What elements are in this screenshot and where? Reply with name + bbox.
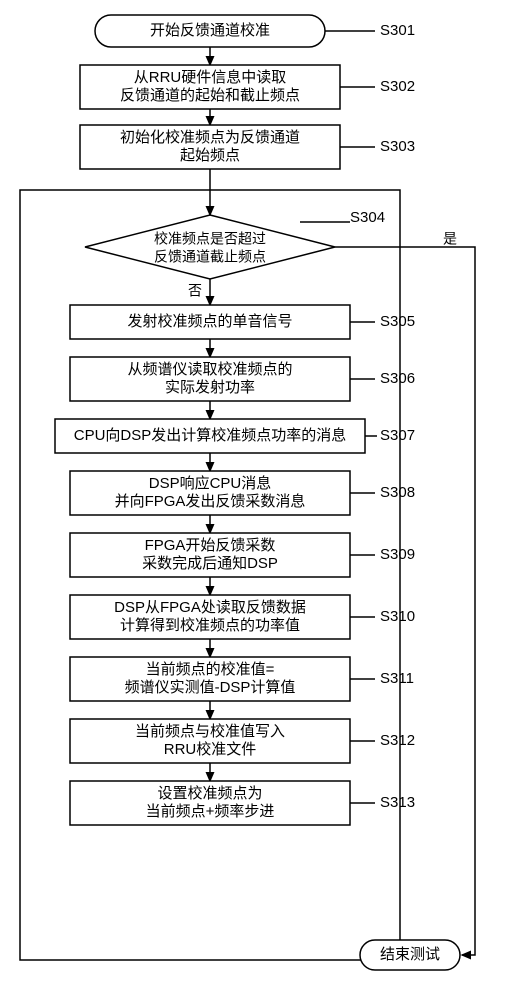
s304-yes-label: 是 [443, 231, 457, 247]
s308-tag: S308 [380, 484, 415, 501]
s304-diamond [85, 215, 335, 279]
s305-tag: S305 [380, 313, 415, 330]
s306-line2: 实际发射功率 [165, 379, 255, 396]
s304-tag: S304 [350, 209, 385, 226]
s303-line2: 起始频点 [180, 147, 240, 164]
s312-tag: S312 [380, 732, 415, 749]
start-label: 开始反馈通道校准 [150, 22, 270, 39]
s302-line2: 反馈通道的起始和截止频点 [120, 87, 300, 104]
s303-line1: 初始化校准频点为反馈通道 [120, 129, 300, 146]
arrow-yes-to-end [335, 247, 475, 955]
s304-line2: 反馈通道截止频点 [154, 249, 266, 265]
s313-tag: S313 [380, 794, 415, 811]
s303-tag: S303 [380, 138, 415, 155]
s310-line2: 计算得到校准频点的功率值 [120, 616, 300, 634]
s304-no-label: 否 [188, 283, 202, 299]
s309-line1: FPGA开始反馈采数 [145, 537, 276, 554]
s310-line1: DSP从FPGA处读取反馈数据 [114, 599, 306, 616]
s311-line1: 当前频点的校准值= [146, 661, 275, 678]
s312-line2: RRU校准文件 [164, 741, 257, 758]
s313-line1: 设置校准频点为 [157, 785, 262, 802]
s309-line2: 采数完成后通知DSP [142, 555, 278, 572]
s312-line1: 当前频点与校准值写入 [135, 723, 285, 740]
s308-line2: 并向FPGA发出反馈采数消息 [115, 493, 306, 510]
s308-line1: DSP响应CPU消息 [149, 474, 272, 492]
s306-tag: S306 [380, 370, 415, 387]
s307-label: CPU向DSP发出计算校准频点功率的消息 [74, 426, 347, 444]
s305-label: 发射校准频点的单音信号 [127, 313, 292, 330]
s302-tag: S302 [380, 78, 415, 95]
s307-tag: S307 [380, 427, 415, 444]
s306-line1: 从频谱仪读取校准频点的 [127, 361, 292, 378]
s311-tag: S311 [380, 670, 414, 687]
s302-line1: 从RRU硬件信息中读取 [134, 69, 287, 86]
end-label: 结束测试 [380, 946, 440, 963]
s304-line1: 校准频点是否超过 [154, 231, 266, 247]
s313-line2: 当前频点+频率步进 [146, 803, 275, 820]
s311-line2: 频谱仪实测值-DSP计算值 [125, 678, 296, 696]
s301-tag: S301 [380, 22, 415, 39]
s309-tag: S309 [380, 546, 415, 563]
s310-tag: S310 [380, 608, 415, 625]
